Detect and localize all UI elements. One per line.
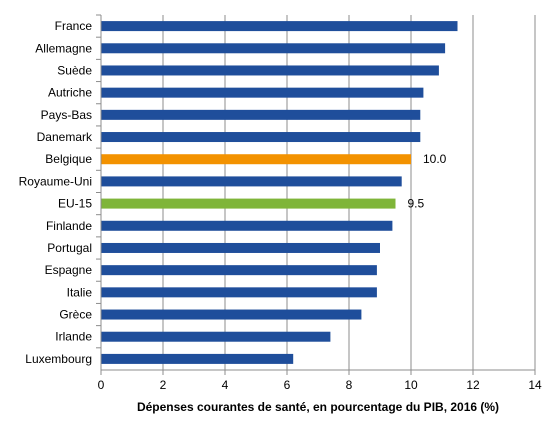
bar-portugal (101, 242, 380, 253)
bar-espagne (101, 265, 377, 276)
bar-finlande (101, 220, 393, 231)
category-label-finlande: Finlande (46, 219, 92, 233)
bar-gr-ce (101, 309, 362, 320)
bar-eu-15 (101, 198, 396, 209)
bar-royaume-uni (101, 176, 402, 187)
category-label-royaume-uni: Royaume-Uni (19, 174, 92, 188)
bar-france (101, 21, 458, 32)
bar-autriche (101, 87, 424, 98)
bars (101, 21, 458, 364)
x-tick-label-4: 4 (222, 378, 229, 392)
category-label-danemark: Danemark (37, 130, 93, 144)
category-label-espagne: Espagne (45, 263, 93, 277)
category-label-allemagne: Allemagne (35, 41, 92, 55)
category-label-eu-15: EU-15 (58, 197, 92, 211)
x-tick-label-0: 0 (98, 378, 105, 392)
category-labels: France Allemagne Suède Autriche Pays-Bas Dane… (19, 14, 101, 366)
category-label-gr-ce: Grèce (59, 308, 92, 322)
bar-luxembourg (101, 353, 294, 364)
category-label-luxembourg: Luxembourg (25, 352, 92, 366)
x-tick-label-10: 10 (404, 378, 418, 392)
category-label-portugal: Portugal (47, 241, 92, 255)
bar-belgique (101, 154, 411, 165)
x-tick-label-12: 12 (466, 378, 480, 392)
data-label-belgique: 10.0 (423, 152, 447, 166)
x-tick-label-14: 14 (528, 378, 542, 392)
x-tick-label-8: 8 (346, 378, 353, 392)
bar-allemagne (101, 43, 446, 54)
category-label-autriche: Autriche (48, 86, 92, 100)
category-label-irlande: Irlande (55, 330, 92, 344)
category-label-italie: Italie (67, 285, 93, 299)
bar-danemark (101, 132, 421, 143)
x-tick-label-6: 6 (284, 378, 291, 392)
category-label-belgique: Belgique (45, 152, 92, 166)
category-label-france: France (55, 19, 93, 33)
x-tick-label-2: 2 (160, 378, 167, 392)
bar-italie (101, 287, 377, 298)
data-label-eu-15: 9.5 (408, 197, 425, 211)
data-labels: 10.0 9.5 (408, 152, 447, 210)
bar-pays-bas (101, 109, 421, 120)
bar-su-de (101, 65, 439, 76)
category-label-pays-bas: Pays-Bas (41, 108, 92, 122)
x-axis-ticks: 0 2 4 6 8 10 12 14 (98, 370, 542, 392)
category-label-su-de: Suède (57, 63, 92, 77)
bar-irlande (101, 331, 331, 342)
x-axis-title: Dépenses courantes de santé, en pourcent… (137, 400, 499, 414)
